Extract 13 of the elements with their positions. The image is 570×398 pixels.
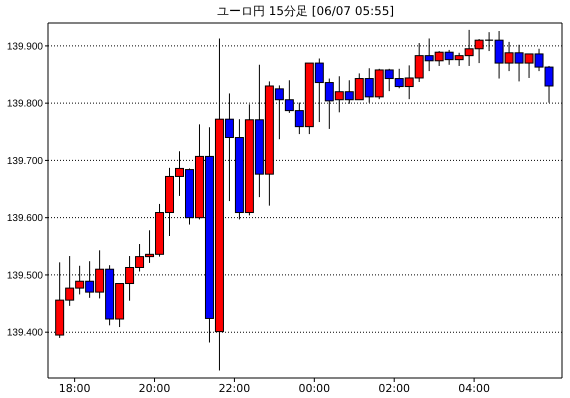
y-tick-label: 139.800	[6, 98, 44, 110]
y-tick-label: 139.900	[6, 41, 44, 52]
x-tick-label: 22:00	[218, 382, 250, 395]
y-tick-label: 139.500	[6, 270, 44, 282]
x-tick-label: 04:00	[458, 382, 490, 395]
y-tick-label: 139.700	[6, 156, 44, 167]
y-tick-label: 139.400	[6, 328, 44, 339]
chart-title: ユーロ円 15分足 [06/07 05:55]	[216, 3, 396, 20]
x-tick-label: 00:00	[298, 382, 330, 395]
x-tick-label: 18:00	[58, 382, 90, 395]
y-tick-label: 139.600	[6, 213, 44, 224]
x-tick-label: 02:00	[378, 382, 410, 395]
x-tick-label: 20:00	[138, 382, 170, 395]
